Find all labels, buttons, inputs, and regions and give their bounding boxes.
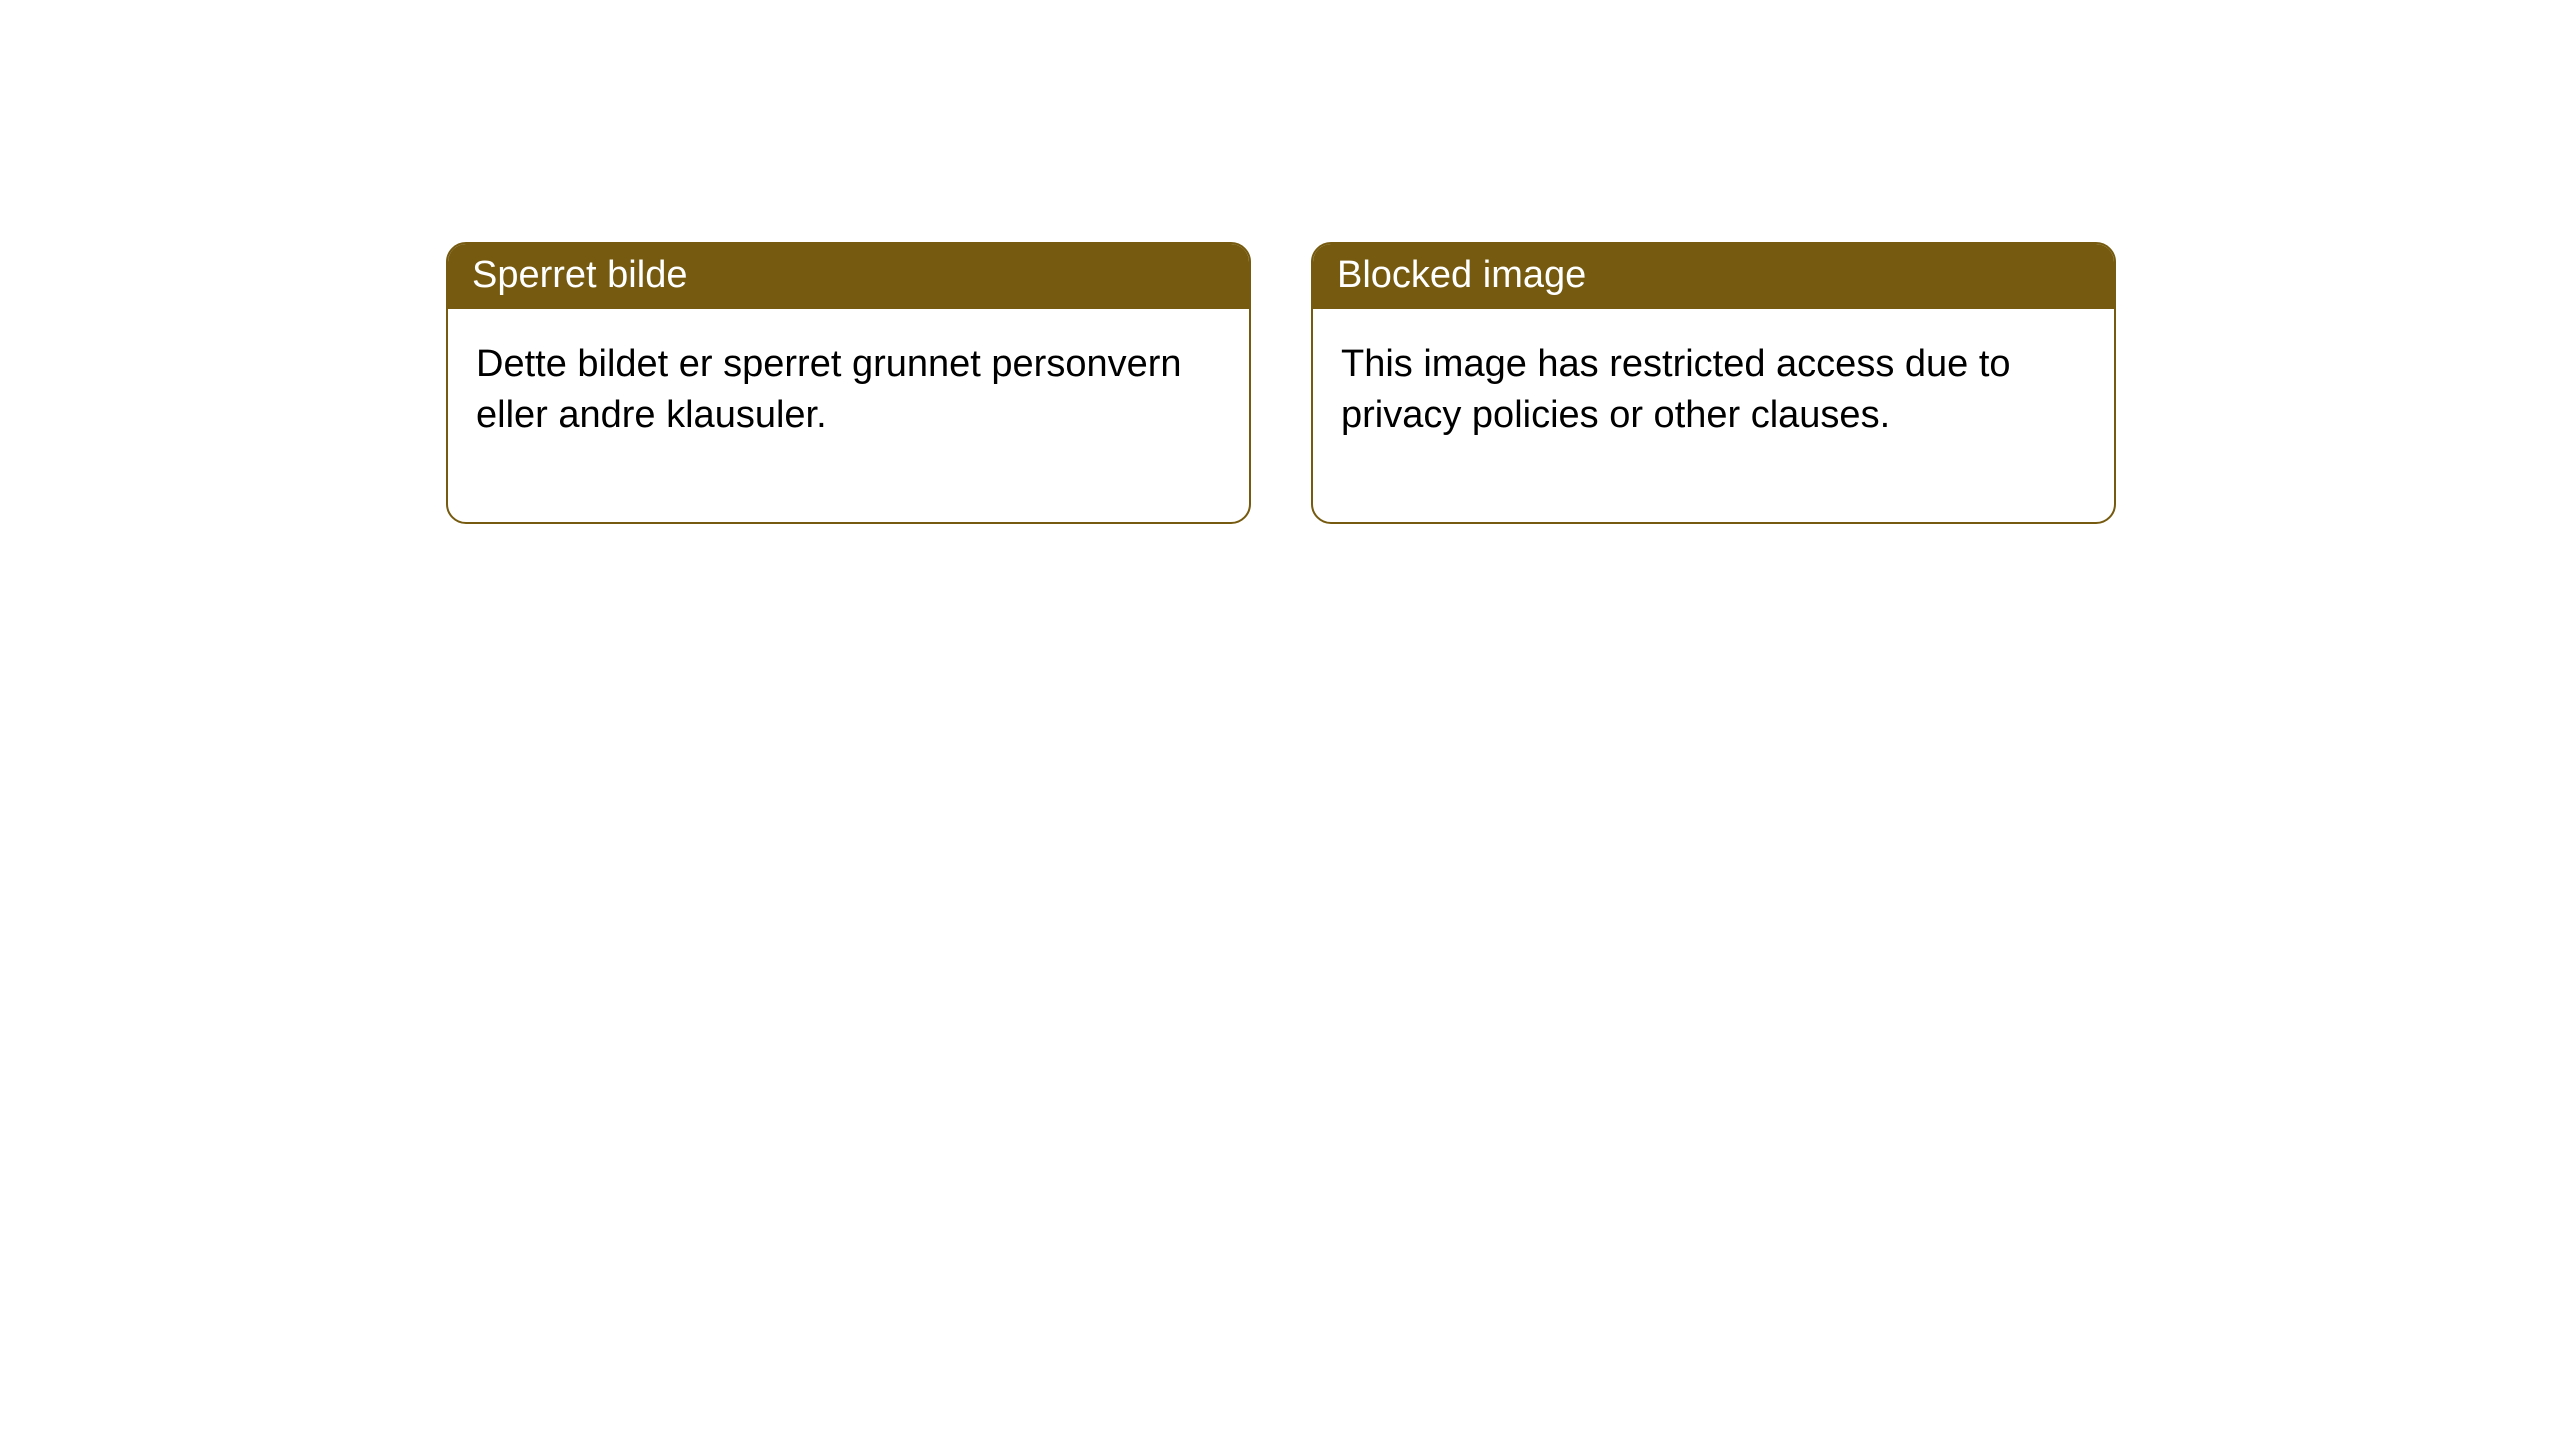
notice-cards-row: Sperret bilde Dette bildet er sperret gr… [446, 242, 2560, 524]
card-body-en: This image has restricted access due to … [1313, 309, 2114, 522]
card-title-en: Blocked image [1337, 254, 1586, 296]
card-body-text-no: Dette bildet er sperret grunnet personve… [476, 343, 1182, 436]
notice-card-no: Sperret bilde Dette bildet er sperret gr… [446, 242, 1251, 524]
card-body-no: Dette bildet er sperret grunnet personve… [448, 309, 1249, 522]
card-body-text-en: This image has restricted access due to … [1341, 343, 2011, 436]
card-title-no: Sperret bilde [472, 254, 687, 296]
card-header-no: Sperret bilde [448, 244, 1249, 309]
notice-card-en: Blocked image This image has restricted … [1311, 242, 2116, 524]
card-header-en: Blocked image [1313, 244, 2114, 309]
